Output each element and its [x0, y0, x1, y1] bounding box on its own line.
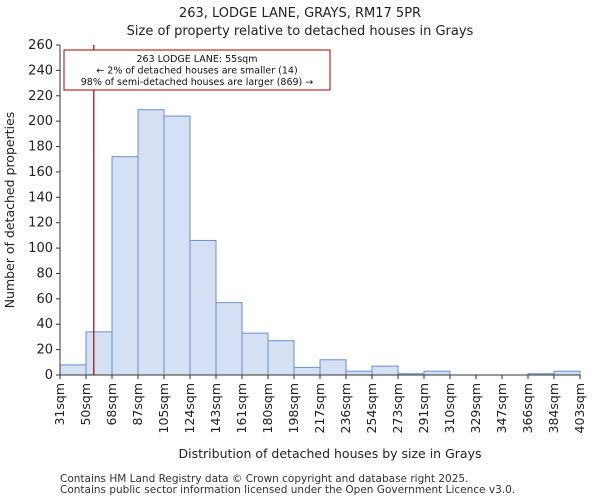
x-tick-label: 50sqm	[78, 383, 93, 426]
histogram-bar	[59, 364, 87, 376]
histogram-bar	[371, 365, 399, 376]
histogram-bar	[241, 332, 269, 376]
x-tick-label: 384sqm	[546, 383, 561, 433]
x-tick-label: 366sqm	[520, 383, 535, 433]
annotation-text: ← 2% of detached houses are smaller (14)	[96, 66, 297, 77]
x-tick-label: 236sqm	[338, 383, 353, 433]
x-tick-label: 31sqm	[52, 383, 67, 426]
x-tick-label: 329sqm	[468, 383, 483, 433]
histogram-bar	[85, 331, 113, 376]
histogram-bar	[189, 239, 217, 376]
y-axis-title: Number of detached properties	[2, 112, 17, 309]
annotation-text: 98% of semi-detached houses are larger (…	[81, 77, 314, 88]
chart-subtitle: Size of property relative to detached ho…	[126, 24, 474, 39]
x-tick-label: 254sqm	[364, 383, 379, 433]
y-tick-label: 80	[36, 266, 53, 281]
x-tick-label: 347sqm	[494, 383, 509, 433]
histogram-bar	[137, 109, 165, 376]
histogram-bar	[111, 156, 139, 376]
x-tick-label: 161sqm	[234, 383, 249, 433]
histogram-bar	[163, 115, 191, 376]
x-tick-label: 310sqm	[442, 383, 457, 433]
y-tick-label: 120	[28, 216, 53, 231]
x-tick-label: 68sqm	[104, 383, 119, 426]
y-tick-label: 240	[28, 63, 53, 78]
x-tick-label: 403sqm	[572, 383, 587, 433]
y-tick-label: 260	[28, 38, 53, 53]
x-tick-label: 87sqm	[130, 383, 145, 426]
chart-title: 263, LODGE LANE, GRAYS, RM17 5PR	[178, 6, 422, 21]
footer-licence: Contains public sector information licen…	[60, 484, 516, 496]
x-tick-label: 180sqm	[260, 383, 275, 433]
x-tick-label: 291sqm	[416, 383, 431, 433]
histogram-bar	[345, 370, 373, 376]
y-tick-label: 160	[28, 165, 53, 180]
histogram-bar	[293, 366, 321, 376]
y-tick-label: 140	[28, 190, 53, 205]
y-tick-label: 220	[28, 89, 53, 104]
x-tick-label: 124sqm	[182, 383, 197, 433]
histogram-bar	[553, 370, 581, 376]
annotation-box	[63, 49, 331, 91]
y-tick-label: 20	[36, 343, 53, 358]
x-tick-label: 217sqm	[312, 383, 327, 433]
histogram-bar	[267, 340, 295, 376]
x-tick-label: 198sqm	[286, 383, 301, 433]
y-tick-label: 0	[45, 368, 53, 383]
x-axis-title: Distribution of detached houses by size …	[179, 446, 482, 461]
histogram-bar	[215, 302, 243, 376]
y-tick-label: 200	[28, 114, 53, 129]
x-tick-label: 143sqm	[208, 383, 223, 433]
y-tick-label: 180	[28, 140, 53, 155]
y-tick-label: 100	[28, 241, 53, 256]
x-tick-label: 273sqm	[390, 383, 405, 433]
y-tick-label: 40	[36, 317, 53, 332]
y-tick-label: 60	[36, 292, 53, 307]
histogram-bar	[423, 370, 451, 376]
histogram-bar	[319, 359, 347, 376]
x-tick-label: 105sqm	[156, 383, 171, 433]
annotation-text: 263 LODGE LANE: 55sqm	[137, 54, 258, 65]
footer-copyright: Contains HM Land Registry data © Crown c…	[60, 473, 469, 485]
